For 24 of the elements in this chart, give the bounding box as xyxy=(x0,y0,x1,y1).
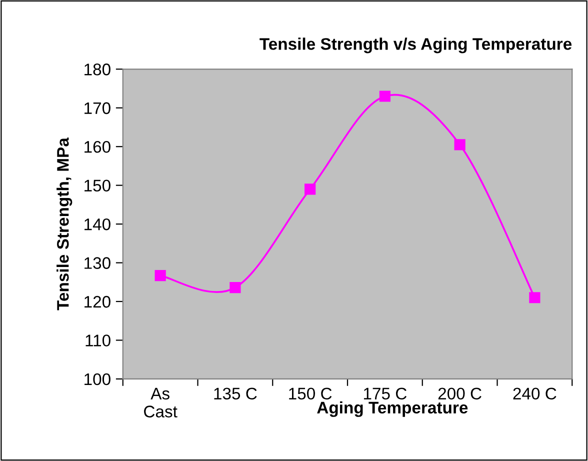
y-tick-label: 130 xyxy=(84,257,110,269)
y-tick-label: 100 xyxy=(84,373,110,386)
y-axis-title: Tensile Strength, MPa xyxy=(56,137,72,310)
y-tick-label: 110 xyxy=(86,334,110,346)
x-tick-label: As Cast xyxy=(144,388,178,418)
y-tick-label: 170 xyxy=(84,102,110,114)
point xyxy=(454,139,466,150)
y-tick-label: 120 xyxy=(84,296,110,308)
y-tick-label: 160 xyxy=(84,141,110,153)
point xyxy=(304,184,316,195)
x-tick-label: 175 C xyxy=(364,388,407,400)
y-tick-label: 150 xyxy=(84,180,110,192)
point xyxy=(529,292,540,304)
chart-title: Tensile Strength v/s Aging Temperature xyxy=(260,38,572,54)
point xyxy=(154,270,166,282)
point xyxy=(379,90,390,102)
y-tick-label: 180 xyxy=(84,64,110,76)
y-tick-label: 140 xyxy=(84,218,110,230)
x-axis-title: Aging Temperature xyxy=(317,401,468,417)
x-tick-label: 240 C xyxy=(513,388,556,400)
point xyxy=(230,282,241,294)
x-tick-label: 135 C xyxy=(214,388,257,400)
x-tick-label: 200 C xyxy=(438,388,482,400)
x-tick-label: 150 C xyxy=(289,388,332,400)
